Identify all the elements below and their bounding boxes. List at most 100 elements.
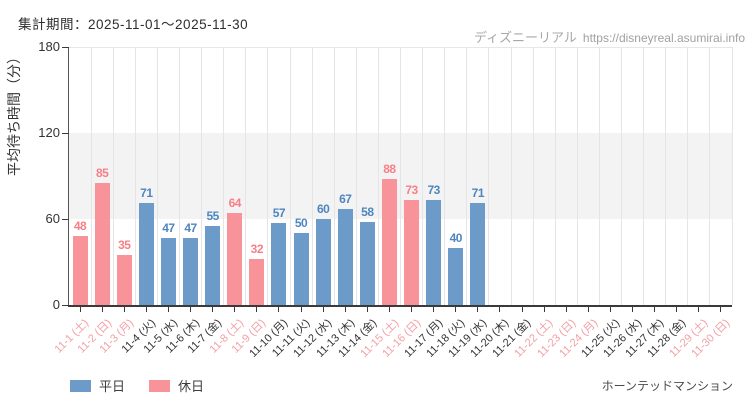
x-tick-11-12 (水) [322,305,324,312]
x-tick-11-25 (火) [609,305,611,312]
gridline-day-4 [156,47,158,305]
bar-value-11-10 (月): 57 [272,206,286,221]
bar-11-18 (火)[interactable] [448,247,464,305]
x-tick-11-16 (日) [411,305,413,312]
bar-value-11-15 (土): 88 [383,161,396,176]
gridline-day-20 [510,47,512,305]
gridline-day-2 [112,47,114,305]
bar-11-1 (土)[interactable] [72,236,88,305]
bar-value-11-9 (日): 32 [250,242,264,257]
site-brand-text: ディズニーリアル [473,30,577,45]
gridline-day-15 [400,47,401,305]
x-tick-11-30 (日) [720,305,722,312]
y-tick-0 [62,304,69,306]
bar-value-11-18 (火): 40 [449,230,463,245]
bar-11-4 (火)[interactable] [138,203,154,305]
x-tick-11-4 (火) [145,305,147,312]
gridline-day-23 [576,47,578,305]
gridline-day-8 [245,47,247,305]
bar-value-11-14 (金): 58 [361,204,374,219]
aggregation-period-title: 集計期間：2025-11-01～2025-11-30 [18,17,249,32]
legend-item-holiday[interactable]: 休日 [149,376,204,395]
gridline-day-30 [731,47,733,305]
bar-value-11-6 (木): 47 [184,220,197,235]
gridline-day-9 [267,47,269,305]
x-tick-11-3 (月) [123,305,125,312]
bar-11-14 (金)[interactable] [359,221,375,305]
bar-11-13 (木)[interactable] [337,208,353,305]
bar-11-6 (木)[interactable] [183,237,199,305]
bar-11-11 (火)[interactable] [293,233,309,305]
gridline-day-10 [289,47,291,305]
gridline-day-26 [643,47,645,305]
bar-value-11-2 (日): 85 [95,166,109,181]
bar-11-7 (金)[interactable] [205,226,221,305]
gridline-day-12 [333,47,335,305]
x-tick-11-8 (土) [234,305,236,312]
site-url-text[interactable]: https://disneyreal.asumirai.info [582,31,745,45]
x-tick-11-22 (土) [543,305,545,312]
x-tick-11-6 (木) [190,305,192,312]
holiday-swatch [149,379,171,392]
x-tick-11-19 (水) [477,305,479,312]
gridline-day-19 [488,47,490,305]
gridline-day-5 [179,47,180,305]
bar-11-3 (月)[interactable] [116,254,132,305]
gridline-day-22 [554,47,556,305]
x-tick-11-9 (日) [256,305,258,312]
x-tick-11-17 (月) [433,305,435,312]
bar-11-12 (水)[interactable] [315,219,331,305]
bar-value-11-16 (日): 73 [405,183,418,198]
y-tick-label-180: 180 [38,39,60,54]
bar-11-15 (土)[interactable] [381,178,397,305]
bar-value-11-1 (土): 48 [73,219,87,234]
bar-value-11-7 (金): 55 [206,209,219,224]
bar-value-11-8 (土): 64 [228,196,242,211]
y-tick-120 [62,132,69,134]
attraction-name: ホーンテッドマンション [601,379,733,393]
legend-label-weekday: 平日 [99,379,126,394]
gridline-day-27 [665,47,667,305]
bar-11-9 (日)[interactable] [249,259,265,305]
legend: 平日 休日 [70,376,228,395]
x-tick-11-7 (金) [212,305,214,312]
site-watermark: ディズニーリアル https://disneyreal.asumirai.info [474,27,745,47]
gridline-day-3 [134,47,136,305]
x-tick-11-5 (水) [167,305,169,312]
bar-11-10 (月)[interactable] [271,223,287,305]
x-tick-11-14 (金) [366,305,368,312]
x-tick-11-15 (土) [388,305,390,312]
gridline-day-21 [532,47,534,305]
y-axis-title: 平均待ち時間（分） [6,50,22,176]
legend-item-weekday[interactable]: 平日 [70,376,125,395]
bar-11-16 (日)[interactable] [404,200,420,305]
plot-area: 48 85 35 71 47 47 55 64 32 57 50 60 67 58 88 73 73 40 71 [62,46,733,312]
y-tick-label-60: 60 [45,211,60,226]
x-tick-11-28 (金) [676,305,678,312]
x-tick-11-13 (木) [344,305,346,312]
x-tick-11-11 (火) [300,305,302,312]
bar-11-2 (日)[interactable] [94,183,110,305]
bar-11-19 (水)[interactable] [470,203,486,305]
bar-11-5 (水)[interactable] [160,237,176,305]
x-tick-11-1 (土) [79,305,81,312]
bar-value-11-3 (月): 35 [118,237,131,252]
x-tick-11-2 (日) [101,305,103,312]
gridline-day-6 [201,47,203,305]
gridline-day-25 [621,47,622,305]
gridline-day-24 [598,47,600,305]
x-tick-11-27 (木) [654,305,656,312]
x-tick-11-20 (木) [499,305,501,312]
x-tick-11-24 (月) [587,305,589,312]
bar-11-8 (土)[interactable] [227,213,243,305]
x-tick-11-21 (金) [521,305,523,312]
gridline-day-1 [90,47,92,305]
x-tick-11-23 (日) [565,305,567,312]
gridline-day-16 [422,47,424,305]
y-tick-180 [62,46,69,48]
legend-label-holiday: 休日 [178,379,205,394]
x-tick-11-10 (月) [278,305,280,312]
bar-value-11-11 (火): 50 [294,216,308,231]
bar-11-17 (月)[interactable] [426,200,442,305]
y-tick-label-120: 120 [38,125,60,140]
